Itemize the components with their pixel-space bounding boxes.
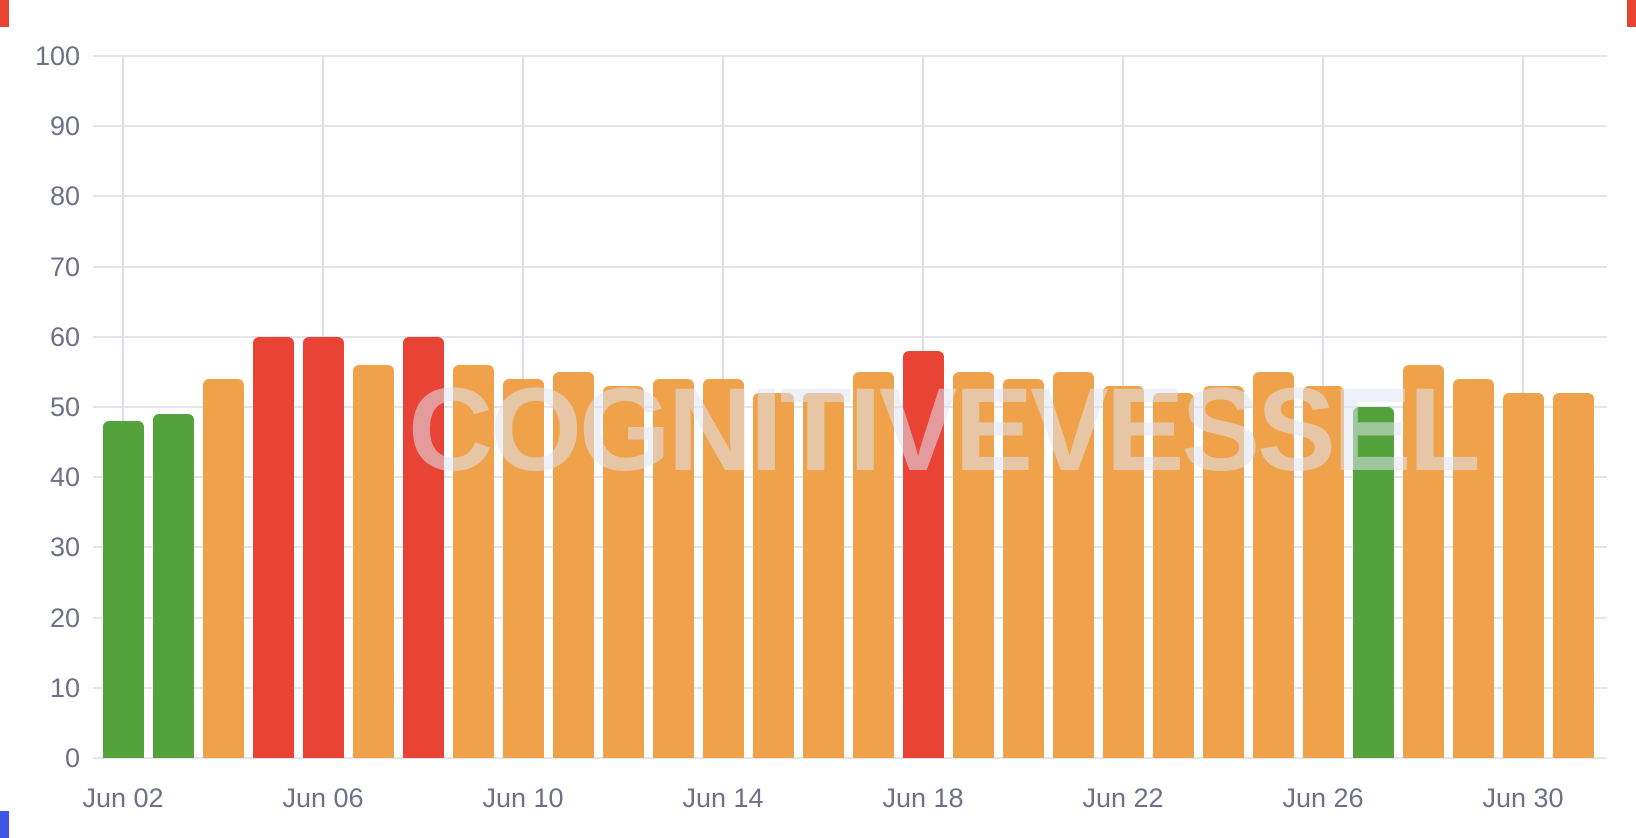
chart-bar-jun-19[interactable]	[952, 371, 994, 758]
chart-bar-jun-26[interactable]	[1302, 385, 1344, 758]
x-tick-label-jun-18: Jun 18	[882, 783, 964, 813]
chart-bar-jun-07[interactable]	[352, 364, 394, 758]
chart-bar-jun-29[interactable]	[1452, 378, 1494, 758]
y-tick-label-90: 90	[49, 111, 80, 142]
y-tick-label-70: 70	[49, 251, 80, 282]
y-tick-label-30: 30	[49, 532, 80, 563]
chart-bar-jun-12[interactable]	[602, 385, 644, 758]
y-tick-label-100: 100	[34, 41, 80, 71]
gridline-h-60	[93, 335, 1607, 338]
chart-bar-jun-25[interactable]	[1252, 371, 1294, 758]
y-tick-label-20: 20	[49, 602, 80, 633]
x-tick-label-jun-14: Jun 14	[682, 783, 764, 813]
chart-bar-jun-08[interactable]	[402, 336, 444, 758]
gridline-h-0	[93, 757, 1607, 759]
gridline-h-20	[93, 616, 1607, 619]
y-tick-label-60: 60	[49, 321, 80, 352]
y-tick-label-80: 80	[49, 181, 80, 212]
y-tick-label-40: 40	[49, 462, 80, 493]
chart-bar-jun-28[interactable]	[1402, 364, 1444, 758]
chart-bar-jun-03[interactable]	[152, 414, 194, 758]
chart-bar-jun-24[interactable]	[1202, 385, 1244, 758]
gridline-v-jun-02	[122, 56, 124, 758]
y-tick-label-10: 10	[49, 672, 80, 703]
top-right-edge-marker	[1627, 0, 1636, 27]
top-left-edge-marker	[0, 0, 9, 27]
chart-bar-jun-09[interactable]	[452, 364, 494, 758]
bottom-left-edge-marker	[0, 811, 9, 838]
x-tick-label-jun-10: Jun 10	[482, 783, 564, 813]
gridline-h-10	[93, 686, 1607, 689]
chart-bar-jun-11[interactable]	[552, 371, 594, 758]
y-tick-label-0: 0	[64, 743, 80, 773]
chart-bar-jun-27[interactable]	[1352, 407, 1394, 758]
chart-bar-jun-21[interactable]	[1052, 371, 1094, 758]
chart-bar-jun-06[interactable]	[302, 336, 344, 758]
gridline-h-50	[93, 406, 1607, 408]
x-tick-label-jun-22: Jun 22	[1082, 783, 1164, 813]
chart-bar-jun-16[interactable]	[802, 392, 844, 758]
chart-bar-jun-20[interactable]	[1002, 378, 1044, 758]
gridline-h-40	[93, 476, 1607, 479]
chart-bar-jun-17[interactable]	[852, 371, 894, 758]
chart-bar-jun-04[interactable]	[202, 378, 244, 758]
chart-bar-jun-22[interactable]	[1102, 385, 1144, 758]
chart-bar-jun-30[interactable]	[1502, 392, 1544, 758]
chart-bar-jun-10[interactable]	[502, 378, 544, 758]
chart-bar-jun-13[interactable]	[652, 378, 694, 758]
x-tick-label-jun-02: Jun 02	[82, 783, 164, 813]
gridline-h-70	[93, 265, 1607, 268]
chart-bar-jun-14[interactable]	[702, 378, 744, 758]
chart-bar-jun-15[interactable]	[752, 392, 794, 758]
x-tick-label-jun-30: Jun 30	[1482, 783, 1564, 813]
gridline-h-100	[93, 55, 1607, 57]
gridline-h-80	[93, 195, 1607, 198]
chart-bar-jun-18[interactable]	[902, 350, 944, 758]
y-tick-label-50: 50	[49, 392, 80, 422]
chart-bar-jun-02[interactable]	[102, 421, 144, 758]
gridline-h-30	[93, 546, 1607, 549]
gridline-h-90	[93, 125, 1607, 128]
chart-bar-jun-05[interactable]	[252, 336, 294, 758]
chart-bar-jun-23[interactable]	[1152, 392, 1194, 758]
x-tick-label-jun-26: Jun 26	[1282, 783, 1364, 813]
chart-bar-jul-01[interactable]	[1552, 392, 1594, 758]
x-tick-label-jun-06: Jun 06	[282, 783, 364, 813]
